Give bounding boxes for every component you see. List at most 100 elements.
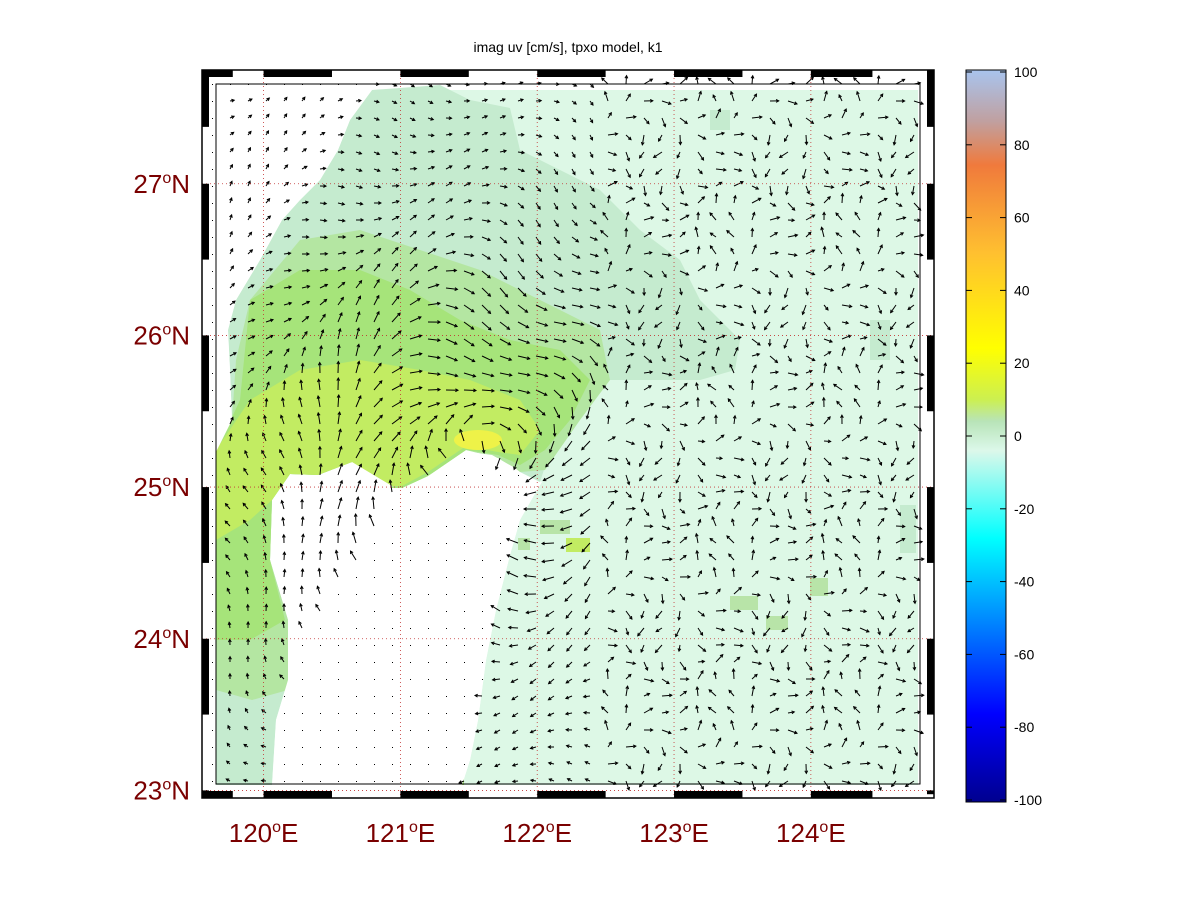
vector-arrow bbox=[877, 570, 885, 578]
vector-dot bbox=[392, 560, 393, 561]
vector-arrow bbox=[805, 690, 813, 697]
vector-dot bbox=[212, 577, 213, 578]
vector-arrowhead bbox=[592, 204, 596, 209]
vector-arrow bbox=[787, 100, 798, 105]
vector-arrowhead bbox=[675, 633, 679, 638]
vector-dot bbox=[374, 696, 375, 697]
vector-arrowhead bbox=[668, 693, 673, 698]
vector-arrow bbox=[787, 711, 795, 714]
vector-dot bbox=[446, 679, 447, 680]
vector-arrowhead bbox=[771, 750, 776, 755]
vector-arrow bbox=[481, 440, 485, 453]
vector-arrowhead bbox=[377, 344, 381, 349]
vector-arrowhead bbox=[420, 464, 424, 469]
vector-arrow bbox=[229, 352, 237, 357]
vector-arrowhead bbox=[561, 563, 566, 567]
vector-arrowhead bbox=[717, 588, 721, 593]
vector-dot bbox=[464, 526, 465, 527]
vector-arrowhead bbox=[526, 356, 531, 361]
vector-dot bbox=[212, 458, 213, 459]
vector-arrowhead bbox=[537, 188, 542, 193]
vector-arrow bbox=[561, 474, 573, 481]
vector-arrow bbox=[355, 430, 363, 442]
vector-arrowhead bbox=[632, 506, 637, 511]
vector-arrow bbox=[529, 678, 537, 684]
vector-arrowhead bbox=[694, 226, 699, 231]
vector-arrowhead bbox=[753, 364, 757, 369]
vector-arrowhead bbox=[288, 301, 293, 306]
vector-dot bbox=[284, 764, 285, 765]
vector-arrowhead bbox=[627, 722, 632, 727]
vector-arrow bbox=[553, 304, 566, 309]
vector-arrow bbox=[679, 555, 687, 561]
vector-dot bbox=[482, 679, 483, 680]
vector-arrowhead bbox=[810, 202, 815, 207]
vector-arrow bbox=[697, 185, 708, 189]
vector-arrowhead bbox=[645, 599, 649, 604]
vector-dot bbox=[212, 373, 213, 374]
vector-arrowhead bbox=[911, 444, 916, 449]
vector-arrow bbox=[751, 550, 755, 561]
vector-arrowhead bbox=[909, 138, 914, 143]
vector-arrow bbox=[823, 416, 831, 425]
vector-dot bbox=[356, 747, 357, 748]
vector-arrow bbox=[733, 304, 742, 308]
vector-arrowhead bbox=[683, 382, 688, 387]
vector-arrow bbox=[787, 117, 792, 127]
vector-arrowhead bbox=[878, 462, 883, 466]
vector-arrowhead bbox=[895, 192, 899, 197]
vector-dot bbox=[320, 679, 321, 680]
vector-arrow bbox=[661, 678, 670, 684]
vector-arrowhead bbox=[476, 780, 481, 784]
vector-arrowhead bbox=[662, 752, 666, 757]
vector-arrow bbox=[409, 298, 421, 306]
vector-arrowhead bbox=[501, 449, 506, 454]
vector-arrow bbox=[679, 270, 689, 276]
vector-arrow bbox=[373, 295, 380, 306]
vector-dot bbox=[374, 611, 375, 612]
vector-arrow bbox=[601, 706, 609, 714]
vector-arrowhead bbox=[645, 512, 650, 517]
vector-arrowhead bbox=[431, 231, 436, 235]
vector-arrow bbox=[301, 316, 309, 323]
vector-arrowhead bbox=[645, 120, 650, 125]
vector-arrowhead bbox=[739, 629, 744, 633]
x-tick-label: 120oE bbox=[229, 818, 299, 848]
vector-arrowhead bbox=[698, 90, 703, 95]
vector-arrowhead bbox=[866, 761, 871, 766]
vector-arrowhead bbox=[376, 263, 381, 268]
vector-arrowhead bbox=[833, 706, 838, 711]
vector-dot bbox=[410, 747, 411, 748]
vector-arrowhead bbox=[897, 121, 902, 125]
vector-arrowhead bbox=[864, 586, 869, 591]
vector-arrow bbox=[279, 449, 285, 459]
vector-arrow bbox=[697, 151, 704, 161]
vector-arrowhead bbox=[865, 152, 870, 157]
vector-arrow bbox=[335, 550, 339, 561]
vector-arrow bbox=[751, 610, 759, 620]
vector-arrowhead bbox=[827, 326, 831, 331]
vector-arrowhead bbox=[766, 614, 770, 619]
vector-arrowhead bbox=[704, 288, 709, 292]
vector-arrow bbox=[641, 491, 645, 502]
vector-dot bbox=[320, 628, 321, 629]
vector-dot bbox=[212, 713, 213, 714]
vector-arrowhead bbox=[699, 478, 704, 483]
vector-arrowhead bbox=[576, 255, 581, 259]
vector-dot bbox=[410, 492, 411, 493]
vector-arrow bbox=[856, 248, 861, 255]
vector-arrowhead bbox=[437, 447, 442, 452]
vector-arrowhead bbox=[821, 382, 825, 387]
vector-arrowhead bbox=[882, 441, 887, 446]
vector-arrowhead bbox=[681, 447, 685, 451]
vector-arrow bbox=[565, 695, 573, 699]
vector-arrowhead bbox=[811, 677, 816, 681]
vector-arrowhead bbox=[243, 467, 247, 472]
vector-arrow bbox=[769, 252, 778, 255]
vector-arrowhead bbox=[436, 372, 441, 376]
vector-arrow bbox=[279, 432, 285, 442]
vector-arrowhead bbox=[719, 653, 724, 658]
vector-arrow bbox=[318, 429, 321, 442]
vector-arrow bbox=[877, 338, 887, 346]
vector-arrowhead bbox=[764, 783, 769, 788]
